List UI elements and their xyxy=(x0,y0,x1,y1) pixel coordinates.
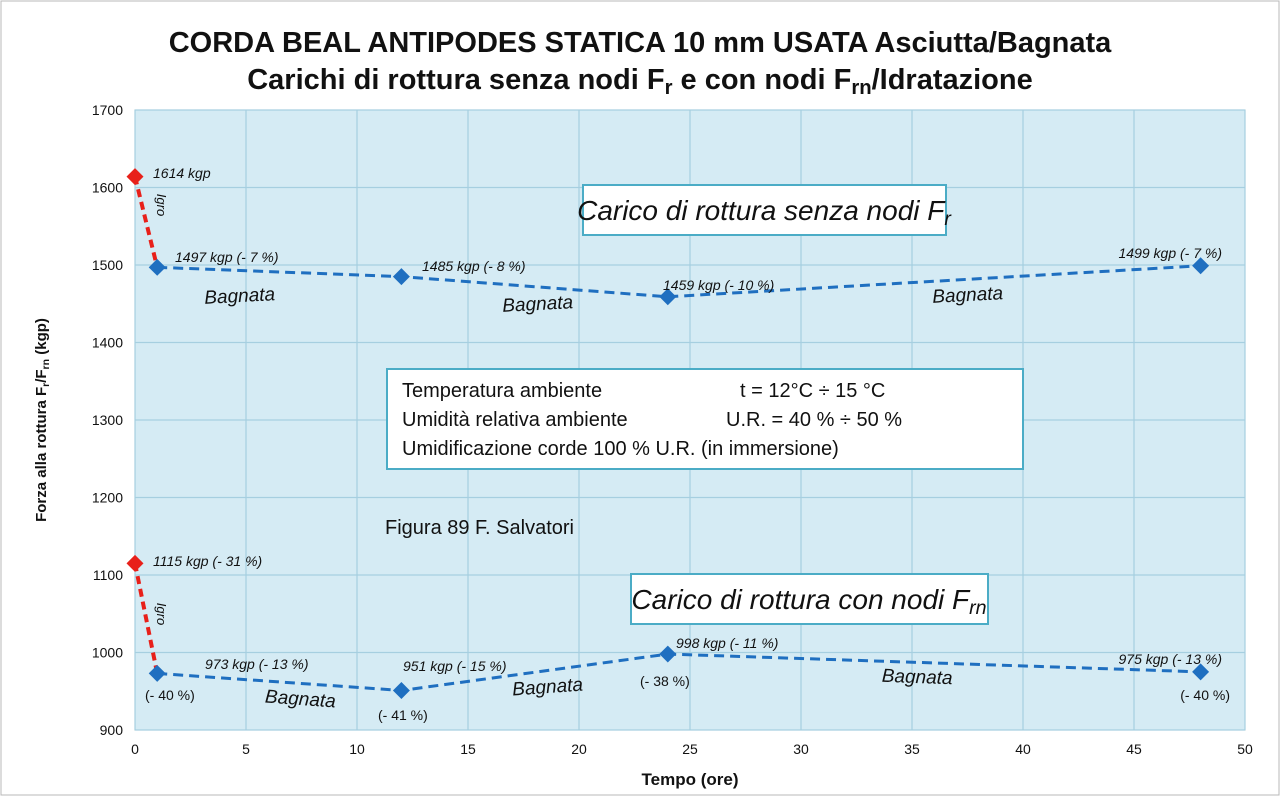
y-label-part: /F xyxy=(33,369,50,382)
point xyxy=(126,554,144,572)
box-part: r xyxy=(944,208,952,230)
chart-subtitle: Carichi di rottura senza nodi Fr e con n… xyxy=(247,64,1033,99)
y-axis-label: Forza alla rottura Fr/Frn (kgp) xyxy=(33,318,52,522)
point xyxy=(392,681,410,699)
y-tick-label: 900 xyxy=(100,722,124,738)
y-label-part: rn xyxy=(40,359,52,370)
conditions-box xyxy=(386,368,1024,470)
point xyxy=(1192,663,1210,681)
y-tick-label: 1100 xyxy=(93,567,123,583)
data-line xyxy=(157,264,1201,299)
box-part: Carico di rottura senza nodi F xyxy=(577,195,946,226)
condition: Temperatura ambiente xyxy=(402,380,602,402)
value-label: 998 kgp (- 11 %) xyxy=(676,635,778,651)
annotation: Bagnata xyxy=(264,687,336,713)
value-label: 1614 kgp xyxy=(153,165,211,181)
y-tick-label: 1400 xyxy=(92,335,123,351)
percent-label: (- 41 %) xyxy=(378,707,428,723)
annotation: Igro xyxy=(154,194,169,216)
point xyxy=(126,168,144,186)
box-label: Carico di rottura con nodi Frn xyxy=(631,584,986,619)
chart-title: CORDA BEAL ANTIPODES STATICA 10 mm USATA… xyxy=(169,27,1112,59)
connector-line xyxy=(133,176,160,268)
point xyxy=(659,288,677,306)
box-part: Carico di rottura con nodi F xyxy=(631,584,971,615)
percent-label: (- 40 %) xyxy=(1180,687,1230,703)
label-box xyxy=(630,573,989,625)
value-label: 1485 kgp (- 8 %) xyxy=(422,258,526,274)
credit: Figura 89 F. Salvatori xyxy=(385,517,574,539)
subtitle-part: Carichi di rottura senza nodi F xyxy=(247,64,664,96)
annotation: Bagnata xyxy=(512,675,584,701)
x-tick-label: 50 xyxy=(1237,741,1253,757)
point xyxy=(148,664,166,682)
subtitle-part: e con nodi F xyxy=(672,64,851,96)
x-tick-label: 35 xyxy=(904,741,920,757)
x-tick-label: 45 xyxy=(1126,741,1142,757)
x-tick-label: 25 xyxy=(682,741,698,757)
y-label-part: (kgp) xyxy=(33,318,50,359)
x-axis-label: Tempo (ore) xyxy=(642,770,739,789)
value-label: 1459 kgp (- 10 %) xyxy=(663,277,774,293)
subtitle-part: r xyxy=(665,77,673,99)
value-label: 1499 kgp (- 7 %) xyxy=(1119,245,1223,261)
condition: Umidificazione corde 100 % U.R. (in imme… xyxy=(402,438,839,460)
value-label: 973 kgp (- 13 %) xyxy=(205,656,309,672)
y-tick-label: 1600 xyxy=(92,180,123,196)
y-tick-label: 1000 xyxy=(92,645,123,661)
annotation: Igro xyxy=(154,603,169,625)
x-tick-label: 5 xyxy=(242,741,250,757)
value-label: 951 kgp (- 15 %) xyxy=(403,658,507,674)
y-label-part: Forza alla rottura F xyxy=(33,387,50,522)
connector-line xyxy=(133,562,160,674)
x-tick-label: 30 xyxy=(793,741,809,757)
subtitle-part: /Idratazione xyxy=(872,64,1033,96)
x-tick-label: 10 xyxy=(349,741,365,757)
value-label: 1115 kgp (- 31 %) xyxy=(153,553,262,569)
condition: Umidità relativa ambiente xyxy=(402,409,628,431)
label-box xyxy=(582,184,947,236)
value-label: 1497 kgp (- 7 %) xyxy=(175,249,279,265)
box-label: Carico di rottura senza nodi Fr xyxy=(577,195,952,230)
x-tick-label: 0 xyxy=(131,741,139,757)
point xyxy=(148,258,166,276)
annotation: Bagnata xyxy=(502,292,574,317)
annotation: Bagnata xyxy=(881,666,952,689)
y-label-part: r xyxy=(40,383,52,387)
x-tick-label: 15 xyxy=(460,741,476,757)
condition: U.R. = 40 % ÷ 50 % xyxy=(726,409,902,431)
condition: t = 12°C ÷ 15 °C xyxy=(740,380,885,402)
annotation: Bagnata xyxy=(204,284,276,309)
subtitle-part: rn xyxy=(851,77,871,99)
value-label: 975 kgp (- 13 %) xyxy=(1119,651,1223,667)
y-tick-label: 1300 xyxy=(92,412,123,428)
y-tick-label: 1200 xyxy=(92,490,123,506)
percent-label: (- 40 %) xyxy=(145,687,195,703)
x-tick-label: 40 xyxy=(1015,741,1031,757)
y-tick-label: 1700 xyxy=(92,102,123,118)
x-tick-label: 20 xyxy=(571,741,587,757)
percent-label: (- 38 %) xyxy=(640,673,690,689)
box-part: rn xyxy=(969,597,986,619)
y-tick-label: 1500 xyxy=(92,257,123,273)
point xyxy=(392,268,410,286)
point xyxy=(659,645,677,663)
annotation: Bagnata xyxy=(932,283,1004,308)
